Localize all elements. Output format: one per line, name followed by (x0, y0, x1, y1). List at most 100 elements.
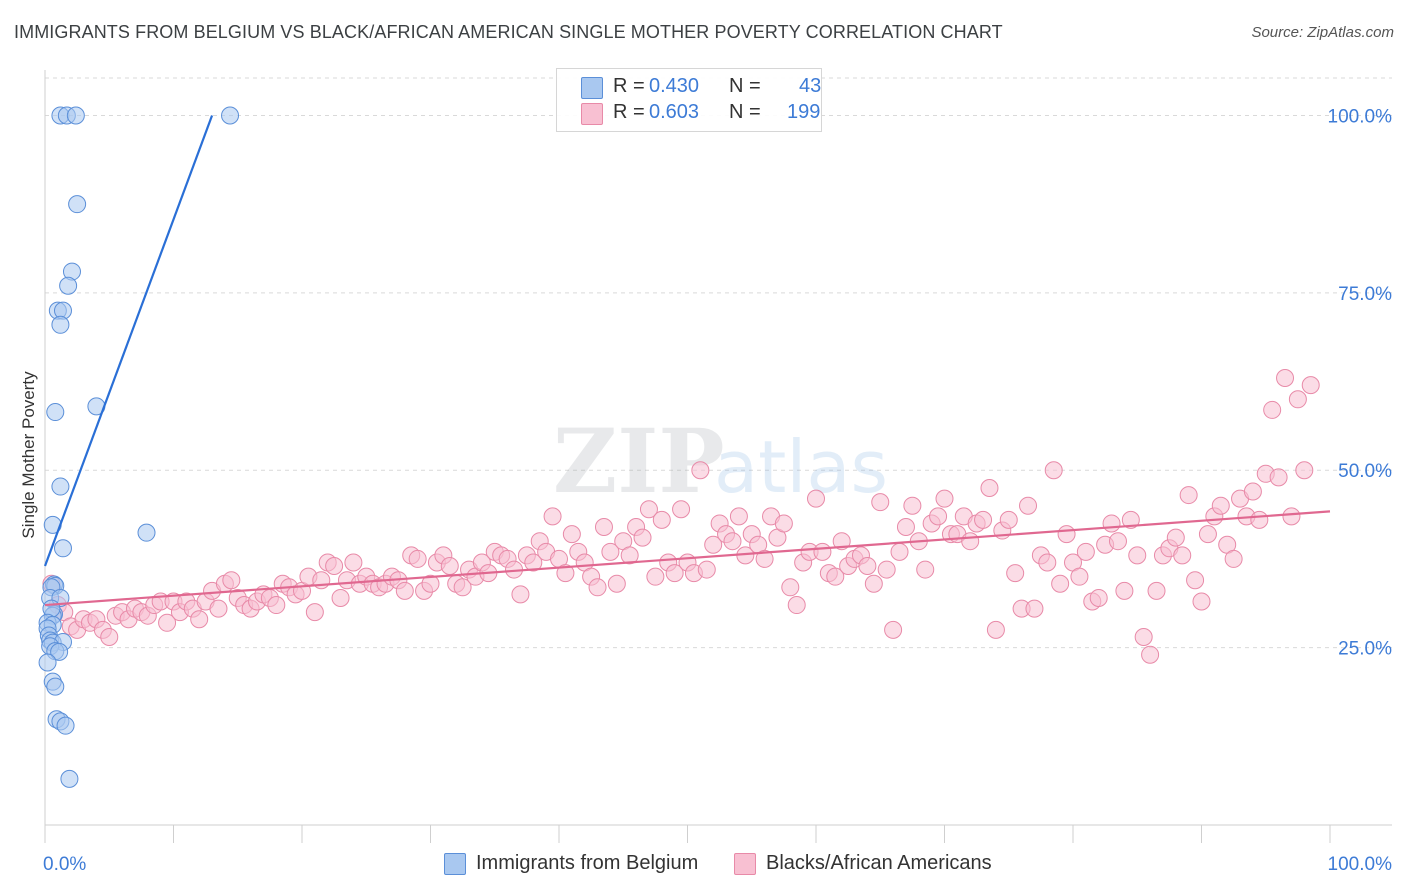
data-point-black (267, 596, 286, 615)
y-tick-label: 75.0% (1338, 284, 1392, 305)
legend-r-label: R = (613, 101, 645, 123)
data-point-black (704, 535, 723, 554)
data-point-belgium (51, 315, 70, 334)
data-point-black (1141, 645, 1160, 664)
data-point-black (787, 596, 806, 615)
data-point-belgium (221, 106, 240, 125)
data-point-black (190, 610, 209, 629)
data-point-black (1038, 553, 1057, 572)
data-point-black (1198, 525, 1217, 544)
data-point-black (652, 510, 671, 529)
data-point-belgium (50, 642, 69, 661)
data-point-black (884, 620, 903, 639)
data-point-black (826, 567, 845, 586)
data-point-black (1179, 486, 1198, 505)
data-point-belgium (56, 716, 75, 735)
data-point-black (344, 553, 363, 572)
watermark: ZIP atlas (553, 409, 888, 513)
data-point-black (1134, 627, 1153, 646)
data-point-black (903, 496, 922, 515)
data-point-black (1166, 528, 1185, 547)
data-point-black (524, 553, 543, 572)
data-point-belgium (59, 276, 78, 295)
gridlines (45, 77, 1392, 649)
data-point-black (1295, 461, 1314, 480)
data-point-black (511, 585, 530, 604)
data-point-belgium (46, 677, 65, 696)
data-point-black (562, 525, 581, 544)
data-point-black (395, 581, 414, 600)
data-point-black (1173, 546, 1192, 565)
data-point-black (222, 571, 241, 590)
data-point-black (1108, 532, 1127, 551)
data-point-black (1211, 496, 1230, 515)
data-point-belgium (66, 106, 85, 125)
data-point-black (1019, 496, 1038, 515)
data-point-black (1051, 574, 1070, 593)
data-point-black (961, 532, 980, 551)
data-point-black (871, 493, 890, 512)
y-tick-label: 100.0% (1328, 106, 1393, 127)
trendline-belgium (43, 115, 214, 567)
data-point-black (1288, 390, 1307, 409)
data-point-black (916, 560, 935, 579)
data-point-black (723, 532, 742, 551)
trendline-black (44, 510, 1331, 607)
data-point-black (556, 564, 575, 583)
data-point-black (1301, 376, 1320, 395)
data-point-black (697, 560, 716, 579)
data-point-black (974, 510, 993, 529)
data-point-black (1089, 588, 1108, 607)
data-point-black (1102, 514, 1121, 533)
data-point-black (588, 578, 607, 597)
data-point-belgium (60, 769, 79, 788)
data-point-black (1263, 400, 1282, 419)
data-point-black (601, 542, 620, 561)
data-point-belgium (68, 195, 87, 214)
data-point-black (1224, 549, 1243, 568)
data-point-black (1269, 468, 1288, 487)
chart-title: IMMIGRANTS FROM BELGIUM VS BLACK/AFRICAN… (14, 22, 1003, 42)
data-point-black (100, 627, 119, 646)
data-point-black (1115, 581, 1134, 600)
data-point-black (986, 620, 1005, 639)
watermark-atlas: atlas (714, 425, 888, 509)
legend-n-label: N = (729, 101, 761, 123)
legend-label: Blacks/African Americans (766, 852, 992, 874)
data-point-black (755, 549, 774, 568)
data-point-black (1243, 482, 1262, 501)
data-point-black (1006, 564, 1025, 583)
data-point-black (832, 532, 851, 551)
data-point-black (408, 549, 427, 568)
data-point-black (1147, 581, 1166, 600)
data-point-black (421, 574, 440, 593)
axis-labels: 25.0% 50.0% 75.0% 100.0% 0.0% 100.0% Single Mo… (19, 106, 1392, 875)
legend-n-label: N = (729, 75, 761, 97)
data-point-belgium (137, 523, 156, 542)
data-point-black (858, 557, 877, 576)
axes (44, 70, 1392, 843)
data-point-belgium (53, 539, 72, 558)
legend-swatch-blue (444, 853, 466, 875)
data-point-black (1121, 510, 1140, 529)
data-point-belgium (38, 653, 57, 672)
data-point-black (1276, 369, 1295, 387)
data-point-black (665, 564, 684, 583)
y-axis-label: Single Mother Poverty (19, 371, 38, 539)
watermark-zip: ZIP (553, 409, 725, 513)
legend-n-value: 199 (787, 101, 821, 123)
data-point-black (1128, 546, 1147, 565)
data-point-black (1282, 507, 1301, 526)
trendlines (43, 115, 1331, 607)
source-credit: Source: ZipAtlas.com (1251, 24, 1394, 41)
data-point-black (877, 560, 896, 579)
data-point-belgium (51, 477, 70, 496)
data-point-belgium (46, 403, 65, 422)
data-point-black (607, 574, 626, 593)
data-point-black (1057, 525, 1076, 544)
data-point-black (672, 500, 691, 519)
data-point-black (1070, 567, 1089, 586)
legend-label: Immigrants from Belgium (476, 852, 699, 874)
legend-swatch-pink (734, 853, 756, 875)
data-point-black (896, 518, 915, 536)
